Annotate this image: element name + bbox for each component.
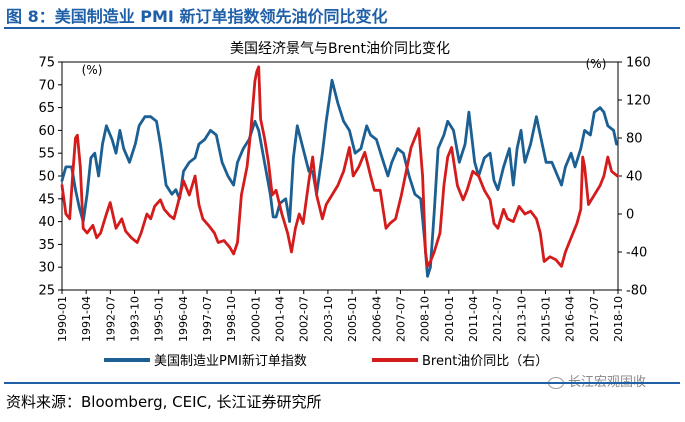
left-tick-label: 70 — [38, 78, 55, 93]
x-tick-label: 2001-04 — [274, 296, 287, 342]
left-tick-label: 65 — [38, 101, 55, 116]
x-tick-label: 1996-04 — [177, 296, 190, 342]
x-tick-label: 1995-01 — [153, 296, 166, 342]
left-tick-label: 40 — [38, 215, 55, 230]
right-tick-label: -80 — [626, 284, 647, 299]
x-tick-label: 1997-07 — [201, 296, 214, 342]
left-tick-label: 30 — [38, 261, 55, 276]
right-tick-label: 40 — [626, 170, 643, 185]
x-tick-label: 2018-10 — [612, 296, 625, 342]
right-tick-label: 160 — [626, 56, 651, 71]
x-tick-label: 2012-07 — [491, 296, 504, 342]
x-tick-label: 2017-07 — [588, 296, 601, 342]
left-tick-label: 35 — [38, 238, 55, 253]
top-rule — [4, 27, 680, 29]
left-tick-label: 75 — [38, 56, 55, 71]
left-tick-label: 55 — [38, 147, 55, 162]
x-tick-label: 2011-04 — [467, 296, 480, 342]
x-tick-label: 1992-07 — [104, 296, 117, 342]
figure-title: 图 8：美国制造业 PMI 新订单指数领先油价同比变化 — [6, 7, 388, 26]
legend-pmi-label: 美国制造业PMI新订单指数 — [154, 353, 307, 369]
left-tick-label: 25 — [38, 284, 55, 299]
left-tick-label: 50 — [38, 170, 55, 185]
right-axis-unit: (%) — [586, 57, 607, 71]
x-tick-label: 2006-04 — [370, 296, 383, 342]
pmi-new-orders-line — [60, 78, 618, 278]
plot-area-frame — [61, 61, 619, 291]
x-tick-label: 2002-07 — [298, 296, 311, 342]
x-tick-label: 1998-10 — [225, 296, 238, 342]
left-tick-label: 60 — [38, 124, 55, 139]
chart-title: 美国经济景气与Brent油价同比变化 — [230, 41, 450, 57]
x-tick-label: 2000-01 — [249, 296, 262, 342]
watermark: 长江宏观固收 — [548, 371, 646, 390]
right-tick-label: -40 — [626, 246, 647, 261]
right-tick-label: 120 — [626, 94, 651, 109]
x-tick-label: 1991-04 — [80, 296, 93, 342]
left-tick-label: 45 — [38, 192, 55, 207]
x-tick-label: 2007-07 — [394, 296, 407, 342]
x-tick-label: 2013-10 — [515, 296, 528, 342]
x-tick-label: 2003-10 — [322, 296, 335, 342]
x-tick-label: 2015-01 — [539, 296, 552, 342]
x-tick-label: 2016-04 — [564, 296, 577, 342]
left-axis-unit: (%) — [82, 63, 103, 77]
legend-brent-label: Brent油价同比（右） — [422, 354, 548, 369]
x-tick-label: 2005-01 — [346, 296, 359, 342]
x-tick-label: 2010-01 — [443, 296, 456, 342]
right-tick-label: 0 — [626, 208, 634, 223]
x-tick-label: 2008-10 — [419, 296, 432, 342]
source-note: 资料来源：Bloomberg, CEIC, 长江证券研究所 — [6, 393, 322, 411]
brent-yoy-line — [60, 65, 619, 268]
x-tick-label: 1990-01 — [56, 296, 69, 342]
bottom-rule — [4, 382, 680, 384]
x-tick-label: 1993-10 — [129, 296, 142, 342]
right-tick-label: 80 — [626, 132, 643, 147]
